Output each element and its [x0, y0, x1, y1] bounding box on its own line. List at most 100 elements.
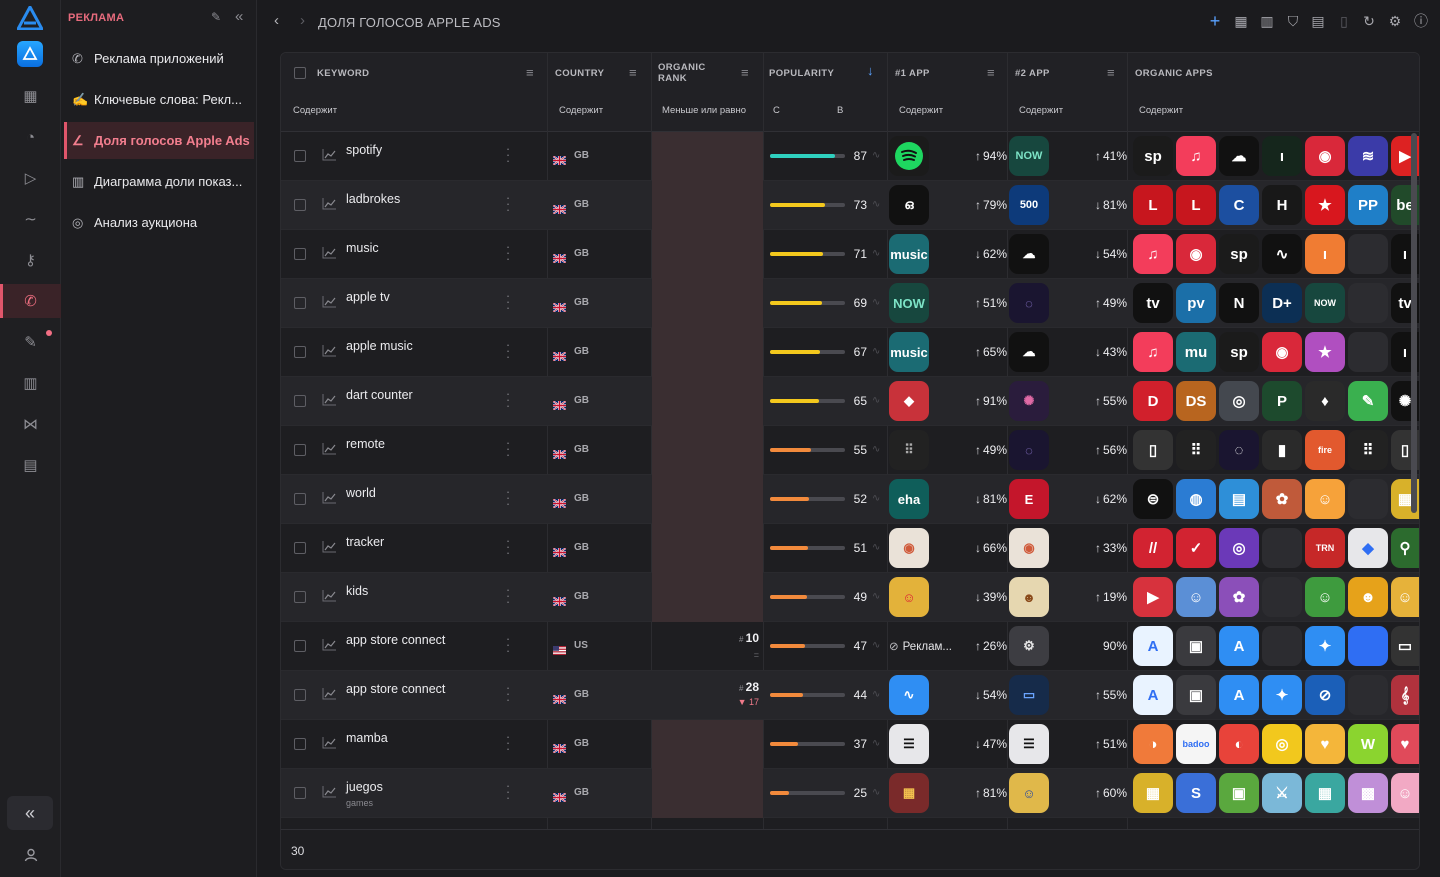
organic-app-icon[interactable]: S [1176, 773, 1216, 813]
row-checkbox[interactable] [294, 395, 306, 407]
organic-app-icon[interactable]: ✎ [1348, 381, 1388, 421]
trend-chart-icon[interactable] [322, 197, 337, 210]
popularity-to-filter[interactable]: В [837, 105, 844, 116]
table-row[interactable]: app store connect ··· US 10 = 47 ∿ ⊘Реклам... ↑2… [281, 622, 1419, 671]
organic-app-icon[interactable]: N [1219, 283, 1259, 323]
organic-app-icon[interactable]: TRN [1305, 528, 1345, 568]
organic-app-icon[interactable] [1348, 675, 1388, 715]
nav-item[interactable]: ✍ Ключевые слова: Рекл... [64, 81, 254, 118]
organic-app-icon[interactable]: ◎ [1219, 528, 1259, 568]
column-menu-icon[interactable]: ≡ [1107, 65, 1115, 80]
app2-icon[interactable]: ☻ [1009, 577, 1049, 617]
organic-app-icon[interactable]: ◎ [1219, 381, 1259, 421]
col-keyword[interactable]: KEYWORD [317, 67, 370, 79]
row-menu-icon[interactable]: · · · [505, 631, 511, 658]
keyword-text[interactable]: apple music [346, 339, 413, 353]
nav-item[interactable]: ◎ Анализ аукциона [64, 204, 254, 241]
app1-icon[interactable]: ∿ [889, 675, 929, 715]
organic-app-icon[interactable]: ☺ [1176, 577, 1216, 617]
organic-app-icon[interactable]: ✦ [1262, 675, 1302, 715]
country-filter[interactable]: Содержит [559, 105, 604, 116]
organic-app-icon[interactable]: ▣ [1176, 626, 1216, 666]
row-menu-icon[interactable]: · · · [505, 729, 511, 756]
organic-app-icon[interactable] [1262, 528, 1302, 568]
app-store-icon[interactable] [17, 41, 43, 67]
app1-icon[interactable]: music [889, 234, 929, 274]
organic-app-icon[interactable]: ☻ [1348, 577, 1388, 617]
app2-icon[interactable]: ▭ [1009, 675, 1049, 715]
store-icon[interactable]: ▤ [23, 457, 38, 474]
organic-app-icon[interactable]: ✿ [1219, 577, 1259, 617]
col-popularity[interactable]: POPULARITY [769, 67, 835, 79]
col-app1[interactable]: #1 APP [895, 67, 930, 79]
keyword-text[interactable]: music [346, 241, 379, 255]
help-icon[interactable]: ⓘ [1414, 13, 1428, 29]
organic-app-icon[interactable]: ≋ [1348, 136, 1388, 176]
organic-app-icon[interactable]: ◉ [1262, 332, 1302, 372]
organic-app-icon[interactable]: ⚔ [1262, 773, 1302, 813]
organic-app-icon[interactable]: ı [1305, 234, 1345, 274]
organic-app-icon[interactable]: L [1176, 185, 1216, 225]
table-row[interactable]: remote · · · GB 55 ∿ ⠿ ↑ 49% ◌ ↑ 56% ▯ ⠿ ◌ ▮ fire ⠿ ▯ [281, 426, 1419, 475]
organic-app-icon[interactable]: ▭ [1391, 626, 1419, 666]
organic-app-icon[interactable]: H [1262, 185, 1302, 225]
organic-app-icon[interactable]: PP [1348, 185, 1388, 225]
organic-app-icon[interactable]: ☺ [1391, 773, 1419, 813]
column-menu-icon[interactable]: ≡ [987, 65, 995, 80]
organic-app-icon[interactable]: mu [1176, 332, 1216, 372]
sort-desc-icon[interactable]: ↓ [867, 63, 874, 78]
app1-icon[interactable]: ☺ [889, 577, 929, 617]
organic-apps-filter[interactable]: Содержит [1139, 105, 1184, 116]
calendar-icon[interactable]: ▦ [1234, 13, 1248, 29]
organic-app-icon[interactable]: W [1348, 724, 1388, 764]
organic-app-icon[interactable] [1262, 577, 1302, 617]
column-menu-icon[interactable]: ≡ [629, 65, 637, 80]
organic-app-icon[interactable]: pv [1176, 283, 1216, 323]
row-checkbox[interactable] [294, 199, 306, 211]
key-icon[interactable]: ⚷ [25, 252, 36, 269]
app2-icon[interactable]: ✺ [1009, 381, 1049, 421]
keyword-text[interactable]: ladbrokes [346, 192, 401, 206]
row-checkbox[interactable] [294, 542, 306, 554]
app1-icon[interactable] [889, 136, 929, 176]
organic-app-icon[interactable]: ♫ [1133, 234, 1173, 274]
organic-app-icon[interactable]: ☺ [1391, 577, 1419, 617]
organic-app-icon[interactable]: ◑ [1133, 724, 1173, 764]
filter-icon[interactable]: ⛉ [1287, 13, 1299, 29]
row-menu-icon[interactable]: · · · [505, 141, 511, 168]
row-menu-icon[interactable]: · · · [505, 435, 511, 462]
keyword-filter[interactable]: Содержит [293, 105, 338, 116]
trend-chart-icon[interactable] [322, 785, 337, 798]
row-menu-icon[interactable]: · · · [505, 533, 511, 560]
row-menu-icon[interactable]: · · · [505, 582, 511, 609]
keyword-text[interactable]: app store connect [346, 633, 446, 647]
organic-app-icon[interactable]: sp [1219, 234, 1259, 274]
col-organic-rank[interactable]: ORGANIC RANK [658, 62, 706, 84]
organic-app-icon[interactable]: A [1133, 626, 1173, 666]
table-row[interactable]: mamba · · · GB 37 ∿ ☰ ↓ 47% ☰ ↑ 51% ◑ badoo ◐ ◎ ♥ W ♥ [281, 720, 1419, 769]
trend-chart-icon[interactable] [322, 393, 337, 406]
apple-icon[interactable]: ◔ [25, 128, 36, 146]
row-menu-icon[interactable]: · · · [505, 239, 511, 266]
user-icon[interactable] [0, 840, 61, 870]
organic-app-icon[interactable]: ◉ [1176, 234, 1216, 274]
play-icon[interactable]: ▷ [24, 170, 37, 187]
app1-icon[interactable]: NOW [889, 283, 929, 323]
keyword-text[interactable]: remote [346, 437, 385, 451]
trend-chart-icon[interactable] [322, 638, 337, 651]
organic-app-icon[interactable]: sp [1133, 136, 1173, 176]
row-checkbox[interactable] [294, 493, 306, 505]
table-row[interactable]: tracker · · · GB 51 ∿ ◉ ↓ 66% ◉ ↑ 33%//✓ ◎ TRN ◆ ⚲ [281, 524, 1419, 573]
organic-app-icon[interactable]: ◌ [1219, 430, 1259, 470]
organic-app-icon[interactable]: ♥ [1391, 724, 1419, 764]
pencil-icon[interactable]: ✎ [211, 10, 222, 24]
app1-icon[interactable]: eha [889, 479, 929, 519]
table-row[interactable]: juegos games · · · GB 25 ∿ ▦ ↑ 81% ☺ ↑ 60% ▦ S ▣ ⚔ ▦ ▩ ☺ [281, 769, 1419, 818]
tools-icon[interactable]: ✎ [24, 334, 37, 351]
app1-icon[interactable]: ◆ [889, 381, 929, 421]
organic-app-icon[interactable]: ☁ [1219, 136, 1259, 176]
organic-app-icon[interactable] [1348, 332, 1388, 372]
row-checkbox[interactable] [294, 591, 306, 603]
organic-app-icon[interactable]: DS [1176, 381, 1216, 421]
app2-icon[interactable]: ◉ [1009, 528, 1049, 568]
